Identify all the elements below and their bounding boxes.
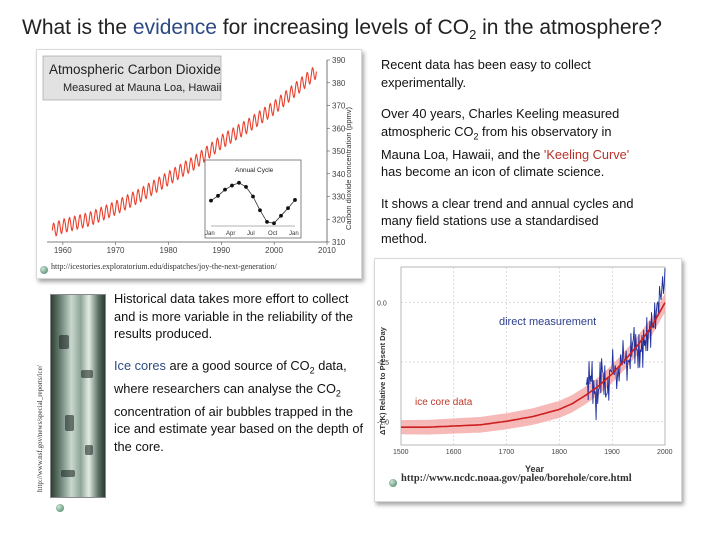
inset-point — [237, 180, 241, 185]
left-paragraph-1: Historical data takes more effort to col… — [114, 291, 353, 341]
globe-icon — [56, 504, 64, 512]
right-paragraph-1: Recent data has been easy to collect exp… — [381, 57, 591, 90]
keeling-x-tick-label: 2000 — [265, 246, 283, 255]
page-title: What is the evidence for increasing leve… — [22, 16, 662, 43]
right-paragraph-3: It shows a clear trend and annual cycles… — [381, 195, 634, 246]
keeling-y-tick-label: 310 — [332, 238, 346, 247]
direct-measurement-label: direct measurement — [499, 316, 596, 328]
right-text-block: Recent data has been easy to collect exp… — [381, 56, 643, 261]
inset-tick-label: Apr — [226, 231, 235, 237]
keeling-x-tick-label: 1990 — [212, 246, 230, 255]
inset-point — [223, 187, 227, 192]
inset-point — [279, 213, 283, 218]
ice-core-uncertainty-band — [401, 293, 665, 435]
keeling-y-tick-label: 370 — [332, 102, 346, 111]
inset-point — [216, 193, 220, 198]
ice-y-tick-label: 0.0 — [377, 301, 387, 308]
right-paragraph-2: Over 40 years, Charles Keeling measured … — [381, 106, 630, 180]
left-text-block: Historical data takes more effort to col… — [114, 290, 372, 469]
inset-point — [251, 194, 255, 199]
left-paragraph-2: Ice cores are a good source of CO2 data,… — [114, 357, 363, 454]
ice-y-tick-label: -0.5 — [377, 360, 389, 367]
inset-point — [265, 219, 269, 224]
inset-point — [258, 208, 262, 213]
keeling-y-tick-label: 360 — [332, 124, 346, 133]
ice-x-tick-label: 1800 — [551, 449, 567, 456]
ice-core-chart: 0.0 -0.5 -1.0 1500 1600 1700 1800 1900 2000 dir… — [377, 266, 673, 474]
keeling-figure: Atmospheric Carbon Dioxide Measured at M… — [36, 49, 362, 279]
inset-point — [293, 198, 297, 202]
keeling-x-tick-label: 2010 — [318, 246, 336, 255]
ice-y-tick-label: -1.0 — [377, 419, 389, 426]
globe-icon — [40, 266, 48, 274]
keeling-y-tick-label: 390 — [332, 56, 346, 65]
keeling-curve-link[interactable]: 'Keeling Curve' — [543, 146, 630, 162]
ice-cores-link[interactable]: Ice cores — [114, 357, 166, 373]
inset-point — [230, 183, 234, 188]
ice-core-photo — [50, 294, 106, 498]
ice-core-data-label: ice core data — [415, 397, 473, 408]
globe-icon — [389, 479, 397, 487]
inset-tick-label: Jan — [289, 231, 299, 237]
ice-core-line — [401, 302, 666, 428]
inset-point — [286, 206, 290, 211]
keeling-chart: Atmospheric Carbon Dioxide Measured at M… — [41, 55, 353, 255]
ice-x-tick-label: 1600 — [446, 449, 462, 456]
inset-point — [244, 185, 248, 189]
keeling-y-tick-label: 380 — [332, 79, 346, 88]
keeling-y-tick-label: 320 — [332, 215, 346, 224]
keeling-y-tick-label: 350 — [332, 147, 346, 156]
keeling-co2-line — [51, 66, 317, 237]
ice-core-figure: 0.0 -0.5 -1.0 1500 1600 1700 1800 1900 2000 dir… — [374, 258, 682, 502]
keeling-x-tick-label: 1960 — [54, 246, 72, 255]
direct-measurement-line — [585, 268, 666, 421]
inset-tick-label: Jul — [247, 231, 255, 237]
inset-tick-label: Oct — [268, 231, 278, 237]
inset-title: Annual Cycle — [235, 167, 274, 174]
ice-source-url[interactable]: http://www.ncdc.noaa.gov/paleo/borehole/… — [401, 473, 632, 484]
keeling-subtitle: Measured at Mauna Loa, Hawaii — [63, 82, 221, 94]
keeling-source-url[interactable]: http://icestories.exploratorium.edu/disp… — [51, 262, 277, 271]
ice-x-tick-label: 2000 — [657, 449, 673, 456]
keeling-title: Atmospheric Carbon Dioxide — [49, 62, 221, 77]
inset-tick-label: Jan — [205, 231, 215, 237]
inset-point — [209, 198, 213, 203]
ice-x-tick-label: 1500 — [393, 449, 409, 456]
ice-x-tick-label: 1700 — [499, 449, 515, 456]
keeling-y-axis-label: Carbon dioxide concentration (ppmv) — [344, 107, 353, 230]
keeling-y-tick-label: 330 — [332, 193, 346, 202]
inset-point — [272, 221, 276, 226]
keeling-x-tick-label: 1980 — [160, 246, 178, 255]
ice-y-axis-label: ΔT (K) Relative to Present Day — [378, 326, 387, 435]
ice-x-axis-label: Year — [525, 464, 545, 474]
ice-x-tick-label: 1900 — [604, 449, 620, 456]
ice-core-source-url[interactable]: http://www.nsf.gov/news/special_reports/… — [36, 365, 44, 492]
keeling-x-tick-label: 1970 — [107, 246, 125, 255]
keeling-y-tick-label: 340 — [332, 170, 346, 179]
